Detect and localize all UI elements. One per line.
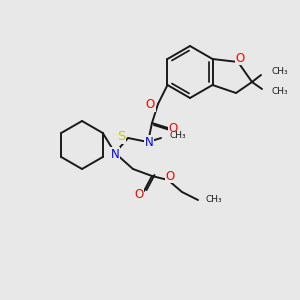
Text: N: N [145,136,153,148]
Text: O: O [165,169,175,182]
Text: O: O [146,98,155,112]
Text: CH₃: CH₃ [205,196,222,205]
Text: S: S [117,130,125,143]
Text: O: O [134,188,144,200]
Text: N: N [111,148,119,160]
Text: O: O [168,122,178,136]
Text: CH₃: CH₃ [271,68,288,76]
Text: CH₃: CH₃ [272,88,289,97]
Text: O: O [236,52,244,64]
Text: CH₃: CH₃ [170,131,187,140]
